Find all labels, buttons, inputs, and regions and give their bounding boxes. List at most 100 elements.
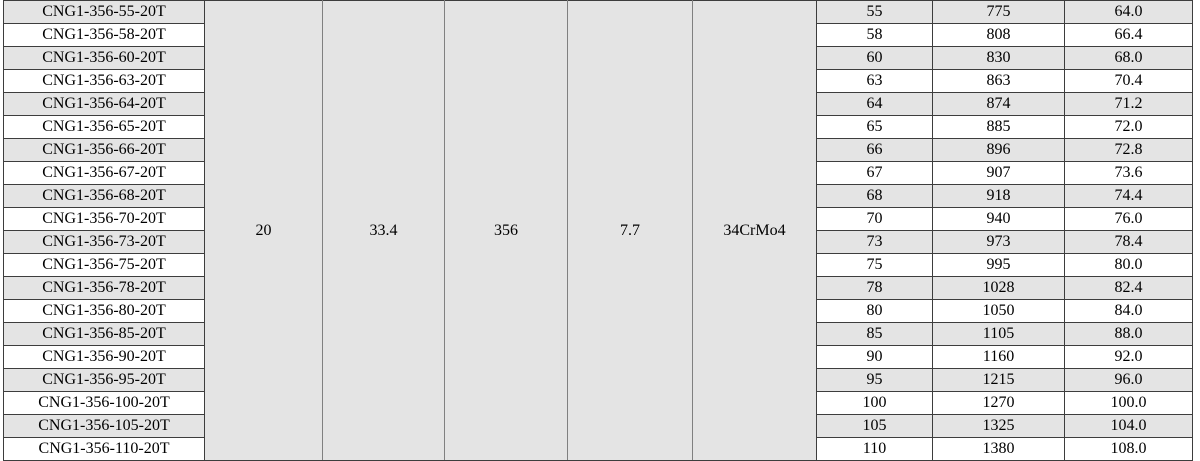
spec-table-body: CNG1-356-55-20T 20 33.4 356 7.7 34CrMo4 55 775 6… xyxy=(3,0,1193,461)
value-cell-col7: 80 xyxy=(816,299,933,323)
merged-cell-col3: 33.4 xyxy=(322,0,445,461)
model-cell: CNG1-356-58-20T xyxy=(3,23,205,47)
value-cell-col8: 1050 xyxy=(932,299,1065,323)
model-cell: CNG1-356-67-20T xyxy=(3,161,205,185)
model-cell: CNG1-356-80-20T xyxy=(3,299,205,323)
table-row: CNG1-356-63-20T 63 863 70.4 xyxy=(3,69,1193,93)
value-cell-col9: 100.0 xyxy=(1064,391,1193,415)
value-cell-col7: 105 xyxy=(816,414,933,438)
value-cell-col8: 1215 xyxy=(932,368,1065,392)
model-cell: CNG1-356-85-20T xyxy=(3,322,205,346)
table-row: CNG1-356-73-20T 73 973 78.4 xyxy=(3,230,1193,254)
value-cell-col9: 72.8 xyxy=(1064,138,1193,162)
model-cell: CNG1-356-75-20T xyxy=(3,253,205,277)
value-cell-col7: 90 xyxy=(816,345,933,369)
value-cell-col7: 110 xyxy=(816,437,933,461)
value-cell-col7: 64 xyxy=(816,92,933,116)
model-cell: CNG1-356-55-20T xyxy=(3,0,205,24)
value-cell-col8: 995 xyxy=(932,253,1065,277)
value-cell-col9: 78.4 xyxy=(1064,230,1193,254)
value-cell-col8: 918 xyxy=(932,184,1065,208)
value-cell-col9: 80.0 xyxy=(1064,253,1193,277)
value-cell-col7: 66 xyxy=(816,138,933,162)
model-cell: CNG1-356-73-20T xyxy=(3,230,205,254)
value-cell-col7: 78 xyxy=(816,276,933,300)
value-cell-col9: 66.4 xyxy=(1064,23,1193,47)
model-cell: CNG1-356-100-20T xyxy=(3,391,205,415)
value-cell-col8: 885 xyxy=(932,115,1065,139)
value-cell-col9: 73.6 xyxy=(1064,161,1193,185)
value-cell-col7: 67 xyxy=(816,161,933,185)
value-cell-col8: 1325 xyxy=(932,414,1065,438)
value-cell-col8: 1270 xyxy=(932,391,1065,415)
model-cell: CNG1-356-110-20T xyxy=(3,437,205,461)
table-row: CNG1-356-58-20T 58 808 66.4 xyxy=(3,23,1193,47)
table-row: CNG1-356-80-20T 80 1050 84.0 xyxy=(3,299,1193,323)
value-cell-col8: 863 xyxy=(932,69,1065,93)
table-row: CNG1-356-105-20T 105 1325 104.0 xyxy=(3,414,1193,438)
model-cell: CNG1-356-68-20T xyxy=(3,184,205,208)
model-cell: CNG1-356-70-20T xyxy=(3,207,205,231)
model-cell: CNG1-356-95-20T xyxy=(3,368,205,392)
table-row: CNG1-356-75-20T 75 995 80.0 xyxy=(3,253,1193,277)
value-cell-col7: 95 xyxy=(816,368,933,392)
value-cell-col7: 63 xyxy=(816,69,933,93)
model-cell: CNG1-356-65-20T xyxy=(3,115,205,139)
value-cell-col8: 973 xyxy=(932,230,1065,254)
value-cell-col9: 70.4 xyxy=(1064,69,1193,93)
model-cell: CNG1-356-105-20T xyxy=(3,414,205,438)
value-cell-col8: 1160 xyxy=(932,345,1065,369)
table-row: CNG1-356-64-20T 64 874 71.2 xyxy=(3,92,1193,116)
model-cell: CNG1-356-66-20T xyxy=(3,138,205,162)
value-cell-col8: 1105 xyxy=(932,322,1065,346)
merged-cell-col5: 7.7 xyxy=(567,0,693,461)
value-cell-col9: 88.0 xyxy=(1064,322,1193,346)
value-cell-col7: 60 xyxy=(816,46,933,70)
value-cell-col7: 65 xyxy=(816,115,933,139)
value-cell-col8: 775 xyxy=(932,0,1065,24)
value-cell-col9: 76.0 xyxy=(1064,207,1193,231)
value-cell-col7: 55 xyxy=(816,0,933,24)
model-cell: CNG1-356-90-20T xyxy=(3,345,205,369)
value-cell-col9: 108.0 xyxy=(1064,437,1193,461)
value-cell-col9: 64.0 xyxy=(1064,0,1193,24)
table-row: CNG1-356-78-20T 78 1028 82.4 xyxy=(3,276,1193,300)
value-cell-col8: 874 xyxy=(932,92,1065,116)
table-row: CNG1-356-68-20T 68 918 74.4 xyxy=(3,184,1193,208)
value-cell-col9: 82.4 xyxy=(1064,276,1193,300)
table-row: CNG1-356-110-20T 110 1380 108.0 xyxy=(3,437,1193,461)
model-cell: CNG1-356-63-20T xyxy=(3,69,205,93)
merged-cell-col6: 34CrMo4 xyxy=(692,0,817,461)
cylinder-spec-table: CNG1-356-55-20T 20 33.4 356 7.7 34CrMo4 55 775 6… xyxy=(3,0,1193,461)
value-cell-col7: 75 xyxy=(816,253,933,277)
table-row: CNG1-356-60-20T 60 830 68.0 xyxy=(3,46,1193,70)
model-cell: CNG1-356-78-20T xyxy=(3,276,205,300)
value-cell-col9: 71.2 xyxy=(1064,92,1193,116)
value-cell-col9: 84.0 xyxy=(1064,299,1193,323)
value-cell-col8: 1028 xyxy=(932,276,1065,300)
value-cell-col9: 92.0 xyxy=(1064,345,1193,369)
value-cell-col9: 96.0 xyxy=(1064,368,1193,392)
table-row: CNG1-356-65-20T 65 885 72.0 xyxy=(3,115,1193,139)
value-cell-col9: 104.0 xyxy=(1064,414,1193,438)
value-cell-col8: 907 xyxy=(932,161,1065,185)
value-cell-col9: 74.4 xyxy=(1064,184,1193,208)
value-cell-col7: 70 xyxy=(816,207,933,231)
model-cell: CNG1-356-60-20T xyxy=(3,46,205,70)
value-cell-col7: 58 xyxy=(816,23,933,47)
table-row: CNG1-356-85-20T 85 1105 88.0 xyxy=(3,322,1193,346)
table-row: CNG1-356-90-20T 90 1160 92.0 xyxy=(3,345,1193,369)
value-cell-col7: 100 xyxy=(816,391,933,415)
value-cell-col9: 72.0 xyxy=(1064,115,1193,139)
value-cell-col7: 68 xyxy=(816,184,933,208)
table-row: CNG1-356-95-20T 95 1215 96.0 xyxy=(3,368,1193,392)
value-cell-col8: 808 xyxy=(932,23,1065,47)
value-cell-col8: 1380 xyxy=(932,437,1065,461)
value-cell-col9: 68.0 xyxy=(1064,46,1193,70)
table-row: CNG1-356-55-20T 20 33.4 356 7.7 34CrMo4 55 775 6… xyxy=(3,0,1193,461)
value-cell-col7: 73 xyxy=(816,230,933,254)
value-cell-col8: 940 xyxy=(932,207,1065,231)
merged-cell-col2: 20 xyxy=(204,0,323,461)
value-cell-col8: 830 xyxy=(932,46,1065,70)
